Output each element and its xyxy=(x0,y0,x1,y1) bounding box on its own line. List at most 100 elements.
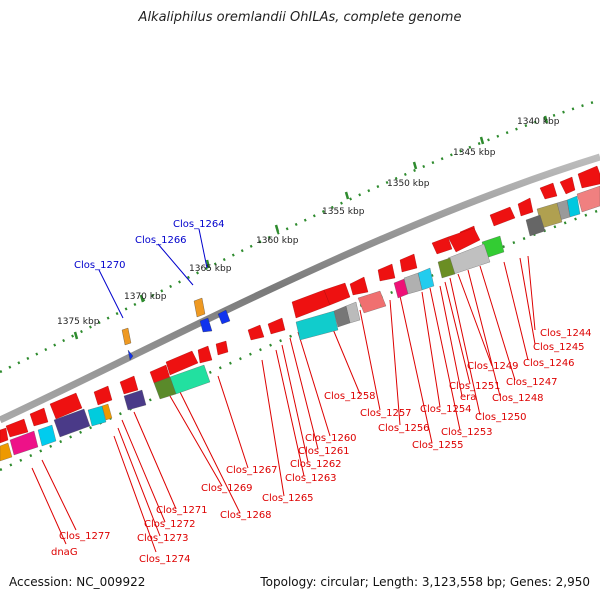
ruler-label: 1375 kbp xyxy=(57,317,100,327)
ruler-label: 1360 kbp xyxy=(256,236,299,246)
gene-label-clos-1246: Clos_1246 xyxy=(523,358,575,369)
gene-label-clos-1277: Clos_1277 xyxy=(59,531,111,542)
ruler-tick xyxy=(412,161,418,170)
forward-strand-genes xyxy=(0,165,600,444)
gene-arrow xyxy=(199,317,213,333)
gene-arrow xyxy=(127,349,134,361)
gene-label-clos-1264: Clos_1264 xyxy=(173,219,225,230)
ruler-label: 1345 kbp xyxy=(453,148,496,158)
ruler-tick xyxy=(274,224,280,233)
blue-features xyxy=(121,297,231,361)
feature-box xyxy=(53,408,91,438)
gene-arrow xyxy=(489,206,516,227)
feature-box xyxy=(525,214,546,237)
gene-label-clos-1273: Clos_1273 xyxy=(137,533,189,544)
gene-label-clos-1250: Clos_1250 xyxy=(475,412,527,423)
feature-box xyxy=(87,405,107,427)
ruler-tick xyxy=(73,331,79,340)
gene-arrow xyxy=(5,418,29,438)
gene-label-clos-1249: Clos_1249 xyxy=(467,361,519,372)
feature-box xyxy=(121,327,132,346)
gene-arrow xyxy=(539,182,558,200)
gene-label-clos-1262: Clos_1262 xyxy=(290,459,342,470)
gene-arrow xyxy=(49,392,83,420)
ruler-tick xyxy=(344,191,350,200)
gene-arrow xyxy=(399,253,418,273)
ruler-label: 1365 kbp xyxy=(189,264,232,274)
gene-arrow xyxy=(267,317,286,335)
gene-arrow xyxy=(323,282,351,306)
ruler-label: 1340 kbp xyxy=(517,117,560,127)
gene-arrow xyxy=(165,350,199,376)
feature-box xyxy=(193,297,206,318)
gene-label-clos-1248: Clos_1248 xyxy=(492,393,544,404)
gene-label-clos-1269: Clos_1269 xyxy=(201,483,253,494)
gene-arrow xyxy=(431,236,453,255)
gene-label-clos-1260: Clos_1260 xyxy=(305,433,357,444)
gene-arrow xyxy=(377,263,396,282)
gene-label-clos-1266: Clos_1266 xyxy=(135,235,187,246)
callout-lines xyxy=(31,228,536,553)
ruler-tick xyxy=(479,136,485,145)
gene-arrow xyxy=(349,276,369,296)
gene-arrow xyxy=(577,165,600,189)
ruler-tick xyxy=(139,294,145,303)
gene-label-clos-1270: Clos_1270 xyxy=(74,260,126,271)
gene-label-clos-1254: Clos_1254 xyxy=(420,404,472,415)
gene-arrow xyxy=(247,324,265,341)
feature-box xyxy=(437,257,456,279)
feature-box xyxy=(153,376,177,400)
gene-label-clos-1272: Clos_1272 xyxy=(144,519,196,530)
gene-label-clos-1263: Clos_1263 xyxy=(285,473,337,484)
feature-box xyxy=(357,290,387,314)
gene-label-dnag: dnaG xyxy=(51,547,78,558)
accession-text: Accession: NC_009922 xyxy=(9,575,146,589)
genome-backbone xyxy=(0,153,600,424)
gene-arrow xyxy=(197,345,213,364)
feature-box xyxy=(0,442,13,462)
ruler-label: 1370 kbp xyxy=(124,292,167,302)
gene-label-clos-1253: Clos_1253 xyxy=(441,427,493,438)
map-title: Alkaliphilus oremlandii OhILAs, complete… xyxy=(138,10,462,25)
feature-box xyxy=(333,305,351,328)
gene-arrow xyxy=(215,340,229,356)
feature-box xyxy=(295,310,339,341)
feature-box xyxy=(37,424,57,447)
ruler-arc xyxy=(0,98,600,374)
gene-label-clos-1257: Clos_1257 xyxy=(360,408,412,419)
gene-label-era: era xyxy=(460,392,476,403)
gene-label-clos-1271: Clos_1271 xyxy=(156,505,208,516)
gene-label-clos-1251: Clos_1251 xyxy=(449,381,501,392)
gene-label-clos-1256: Clos_1256 xyxy=(378,423,430,434)
gene-arrow xyxy=(559,176,576,195)
gene-label-clos-1274: Clos_1274 xyxy=(139,554,191,565)
ruler-tick xyxy=(543,115,549,124)
topology-text: Topology: circular; Length: 3,123,558 bp… xyxy=(260,575,590,589)
gene-label-clos-1265: Clos_1265 xyxy=(262,493,314,504)
gene-arrow xyxy=(0,427,9,444)
gene-arrow xyxy=(29,407,49,427)
ruler-label: 1355 kbp xyxy=(322,207,365,217)
gene-arrow xyxy=(517,197,534,217)
feature-box xyxy=(123,389,147,411)
feature-box xyxy=(9,430,39,456)
gene-label-clos-1268: Clos_1268 xyxy=(220,510,272,521)
ruler-label: 1350 kbp xyxy=(387,179,430,189)
feature-box xyxy=(393,278,409,299)
gene-label-clos-1244: Clos_1244 xyxy=(540,328,592,339)
gene-label-clos-1245: Clos_1245 xyxy=(533,342,585,353)
gene-label-clos-1261: Clos_1261 xyxy=(298,446,350,457)
gene-arrow xyxy=(93,385,113,406)
gene-arrow xyxy=(217,309,231,325)
gene-label-clos-1258: Clos_1258 xyxy=(324,391,376,402)
feature-box xyxy=(576,185,600,213)
gene-arrow xyxy=(447,227,481,253)
ruler-tick xyxy=(205,259,211,269)
reverse-strand-features xyxy=(0,185,600,462)
feature-box xyxy=(101,403,113,421)
gene-label-clos-1255: Clos_1255 xyxy=(412,440,464,451)
gene-label-clos-1247: Clos_1247 xyxy=(506,377,558,388)
gene-label-clos-1267: Clos_1267 xyxy=(226,465,278,476)
